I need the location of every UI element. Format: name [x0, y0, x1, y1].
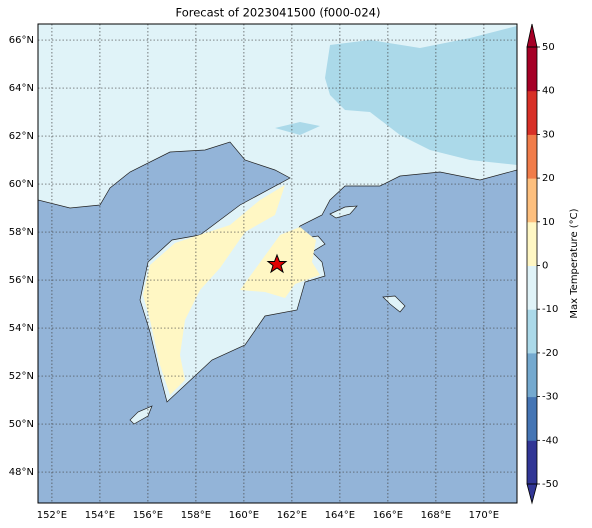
x-tick-label: 168°E	[421, 510, 451, 521]
colorbar-tick-label: -50	[542, 479, 558, 490]
island	[382, 295, 406, 313]
y-tick-label: 58°N	[9, 227, 34, 238]
colorbar-extend-bottom	[526, 483, 538, 505]
map-title: Forecast of 2023041500 (f000-024)	[176, 6, 381, 20]
x-tick-label: 162°E	[277, 510, 307, 521]
colorbar-tick-label: 50	[542, 42, 555, 53]
colorbar-bin	[527, 309, 537, 354]
colorbar-bin	[527, 134, 537, 179]
island	[329, 205, 358, 219]
cold-patch	[325, 26, 517, 165]
colorbar-tick-label: 30	[542, 129, 555, 140]
colorbar-bin	[527, 396, 537, 441]
y-tick-label: 62°N	[9, 131, 34, 142]
x-tick-label: 158°E	[181, 510, 211, 521]
colorbar-tick-label: 10	[542, 217, 555, 228]
x-tick-label: 154°E	[85, 510, 115, 521]
colorbar-bin	[527, 178, 537, 223]
colorbar-tick-label: 40	[542, 86, 555, 97]
colorbar-tick-label: -20	[542, 348, 558, 359]
colorbar-bin	[527, 47, 537, 92]
colorbar-extend-top	[526, 23, 538, 48]
colorbar-tick-label: 0	[542, 261, 548, 272]
x-tick-label: 170°E	[469, 510, 499, 521]
y-tick-label: 52°N	[9, 371, 34, 382]
y-tick-label: 66°N	[9, 35, 34, 46]
island	[129, 405, 153, 425]
colorbar-bin	[527, 265, 537, 310]
colorbar-tick-label: -10	[542, 304, 558, 315]
colorbar-tick-label: -30	[542, 392, 558, 403]
warm-area	[143, 185, 285, 395]
x-tick-label: 156°E	[133, 510, 163, 521]
colorbar-bin	[527, 90, 537, 135]
colorbar-bin	[527, 221, 537, 266]
x-tick-label: 166°E	[373, 510, 403, 521]
colorbar-label: Max Temperature (°C)	[569, 208, 580, 318]
y-tick-label: 48°N	[9, 467, 34, 478]
colorbar-bin	[527, 440, 537, 485]
x-tick-label: 164°E	[325, 510, 355, 521]
colorbar-bin	[527, 352, 537, 398]
y-tick-label: 56°N	[9, 275, 34, 286]
cold-patch	[275, 122, 320, 135]
map-frame	[37, 23, 518, 504]
colorbar-tick-label: -40	[542, 435, 558, 446]
colorbar-tick-label: 20	[542, 173, 555, 184]
grid	[38, 24, 517, 503]
location-star	[266, 253, 288, 274]
colorbar: -50 -40 -30 -20 -10 0 10 20 30 40 50 Max Temperatur…	[526, 23, 580, 505]
y-tick-label: 60°N	[9, 179, 34, 190]
y-tick-label: 54°N	[9, 323, 34, 334]
y-tick-label: 50°N	[9, 419, 34, 430]
x-tick-label: 152°E	[37, 510, 67, 521]
map-area	[37, 23, 518, 503]
x-tick-label: 160°E	[229, 510, 259, 521]
y-tick-label: 64°N	[9, 83, 34, 94]
